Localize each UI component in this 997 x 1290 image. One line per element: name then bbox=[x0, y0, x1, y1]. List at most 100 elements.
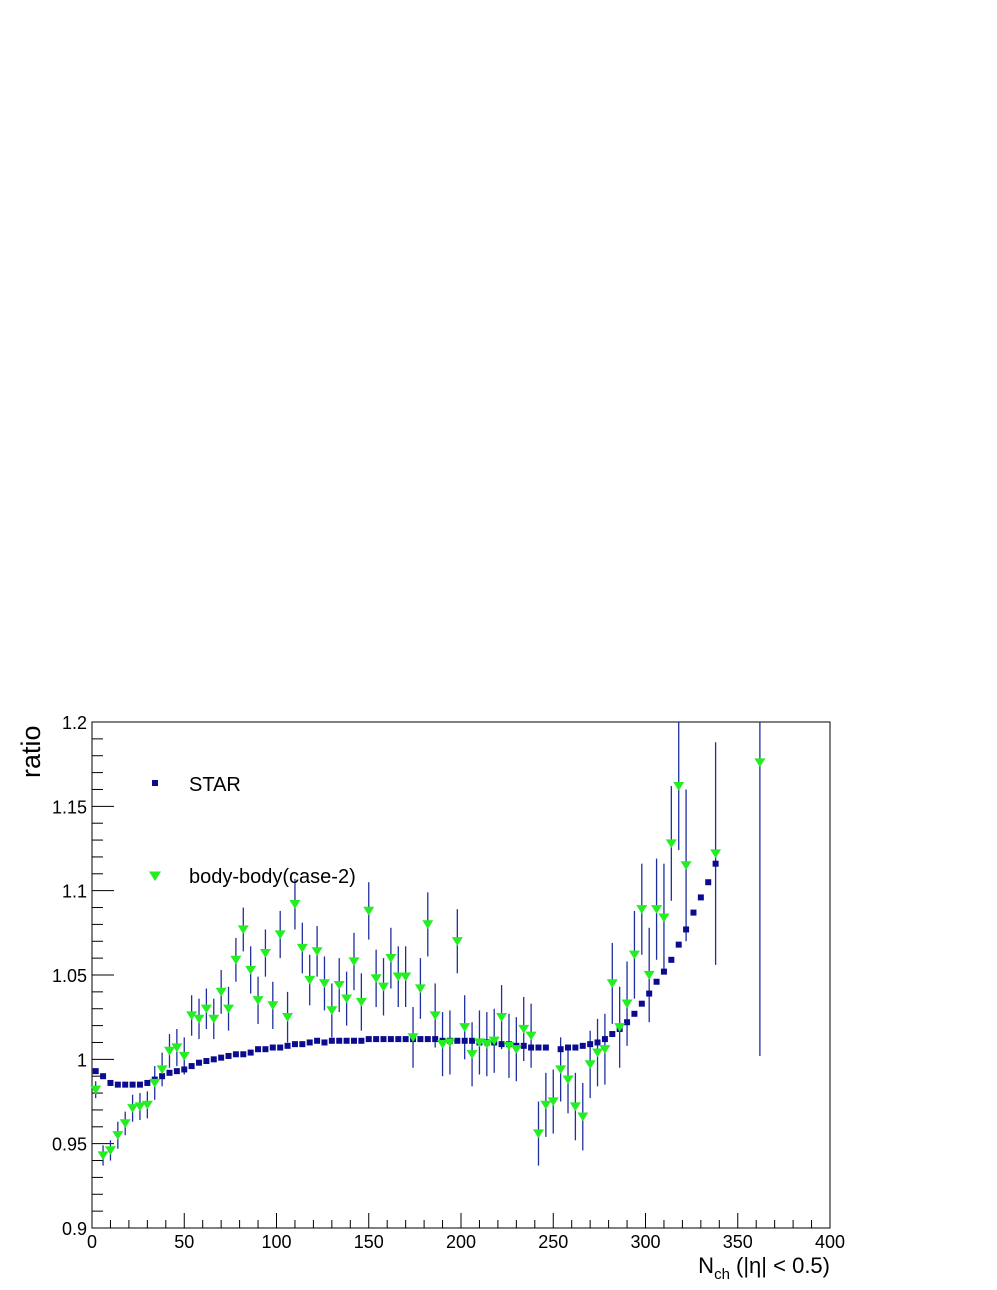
body-body-point bbox=[569, 1102, 581, 1112]
body-body-point bbox=[385, 954, 397, 963]
body-body-point bbox=[562, 1075, 574, 1085]
star-point bbox=[380, 1036, 387, 1043]
star-point bbox=[144, 1079, 151, 1086]
x-tick-label: 400 bbox=[815, 1232, 845, 1252]
body-body-point bbox=[341, 994, 353, 1004]
star-point bbox=[579, 1042, 586, 1049]
star-point bbox=[166, 1069, 173, 1076]
star-point bbox=[328, 1037, 335, 1044]
star-point bbox=[653, 978, 660, 985]
body-body-point bbox=[156, 1065, 168, 1075]
body-body-point bbox=[208, 1014, 220, 1024]
star-point bbox=[225, 1052, 232, 1059]
body-body-point bbox=[355, 997, 367, 1007]
star-point bbox=[232, 1051, 239, 1058]
y-tick-label: 1.05 bbox=[52, 966, 87, 986]
body-body-point bbox=[326, 1006, 338, 1016]
body-body-point bbox=[754, 758, 766, 768]
body-body-point bbox=[614, 1023, 626, 1032]
body-body-point bbox=[311, 947, 323, 957]
y-tick-label: 0.9 bbox=[62, 1219, 87, 1239]
x-tick-label: 250 bbox=[538, 1232, 568, 1252]
body-body-point bbox=[141, 1100, 153, 1110]
x-tick-label: 300 bbox=[630, 1232, 660, 1252]
y-tick-label: 1.15 bbox=[52, 797, 87, 817]
plot-frame bbox=[91, 721, 831, 1229]
body-body-point bbox=[304, 975, 316, 985]
legend-star-marker bbox=[152, 780, 158, 786]
body-body-point bbox=[333, 980, 345, 990]
x-tick-label: 50 bbox=[174, 1232, 194, 1252]
star-point bbox=[624, 1019, 631, 1026]
star-point bbox=[203, 1058, 210, 1065]
body-body-point bbox=[488, 1036, 500, 1046]
body-body-point bbox=[459, 1023, 471, 1032]
star-point bbox=[638, 1000, 645, 1007]
y-tick-label: 1 bbox=[77, 1050, 87, 1070]
body-body-point bbox=[628, 950, 640, 960]
star-point bbox=[417, 1036, 424, 1043]
body-body-point bbox=[127, 1104, 139, 1113]
body-body-point bbox=[119, 1119, 131, 1129]
star-point bbox=[240, 1051, 247, 1058]
y-tick-label: 1.2 bbox=[62, 713, 87, 733]
star-point bbox=[520, 1042, 527, 1049]
body-body-point bbox=[348, 957, 360, 967]
body-body-point bbox=[252, 996, 264, 1005]
body-body-point bbox=[437, 1040, 449, 1049]
body-body-point bbox=[407, 1033, 419, 1043]
body-body-point bbox=[665, 839, 677, 849]
body-body-point bbox=[592, 1048, 604, 1058]
body-body-point bbox=[621, 999, 633, 1009]
star-point bbox=[402, 1036, 409, 1043]
body-body-point bbox=[503, 1041, 515, 1051]
body-body-point bbox=[481, 1040, 493, 1049]
star-point bbox=[565, 1044, 572, 1051]
body-body-point bbox=[547, 1097, 559, 1107]
body-body-point bbox=[658, 913, 670, 923]
star-point bbox=[218, 1054, 225, 1061]
y-axis: 0.9 0.95 1 1.05 1.1 1.15 1.2 bbox=[52, 713, 114, 1239]
data-marks bbox=[90, 758, 766, 1161]
star-point bbox=[306, 1039, 313, 1046]
x-axis-label: Nch (|η| < 0.5) bbox=[698, 1253, 830, 1283]
star-point bbox=[122, 1081, 129, 1088]
x-tick-label: 150 bbox=[354, 1232, 384, 1252]
x-axis-label-sub: ch bbox=[714, 1266, 730, 1283]
star-point bbox=[159, 1073, 166, 1080]
star-point bbox=[712, 860, 719, 867]
star-point bbox=[454, 1037, 461, 1044]
body-body-point bbox=[555, 1065, 567, 1075]
star-point bbox=[136, 1081, 143, 1088]
legend-body-marker bbox=[149, 871, 161, 882]
body-body-point bbox=[370, 974, 382, 984]
star-point bbox=[705, 879, 712, 886]
star-point bbox=[365, 1036, 372, 1043]
star-point bbox=[114, 1081, 121, 1088]
star-point bbox=[461, 1037, 468, 1044]
star-point bbox=[675, 941, 682, 948]
star-point bbox=[683, 926, 690, 933]
body-body-point bbox=[451, 937, 463, 946]
star-point bbox=[181, 1066, 188, 1073]
body-body-point bbox=[363, 906, 375, 916]
star-point bbox=[284, 1042, 291, 1049]
body-body-point bbox=[171, 1043, 183, 1053]
star-point bbox=[432, 1036, 439, 1043]
body-body-point bbox=[429, 1011, 441, 1021]
star-point bbox=[210, 1056, 217, 1063]
star-point bbox=[299, 1041, 306, 1048]
body-body-point bbox=[245, 965, 257, 975]
body-body-point bbox=[466, 1050, 478, 1059]
body-body-point bbox=[584, 1060, 596, 1070]
star-point bbox=[269, 1044, 276, 1051]
body-body-point bbox=[599, 1045, 611, 1054]
body-body-point bbox=[414, 984, 426, 994]
body-body-point bbox=[289, 900, 301, 909]
body-body-point bbox=[422, 920, 434, 930]
body-body-point bbox=[186, 1011, 198, 1021]
body-body-point bbox=[651, 905, 663, 914]
star-point bbox=[196, 1059, 203, 1066]
star-point bbox=[690, 909, 697, 916]
